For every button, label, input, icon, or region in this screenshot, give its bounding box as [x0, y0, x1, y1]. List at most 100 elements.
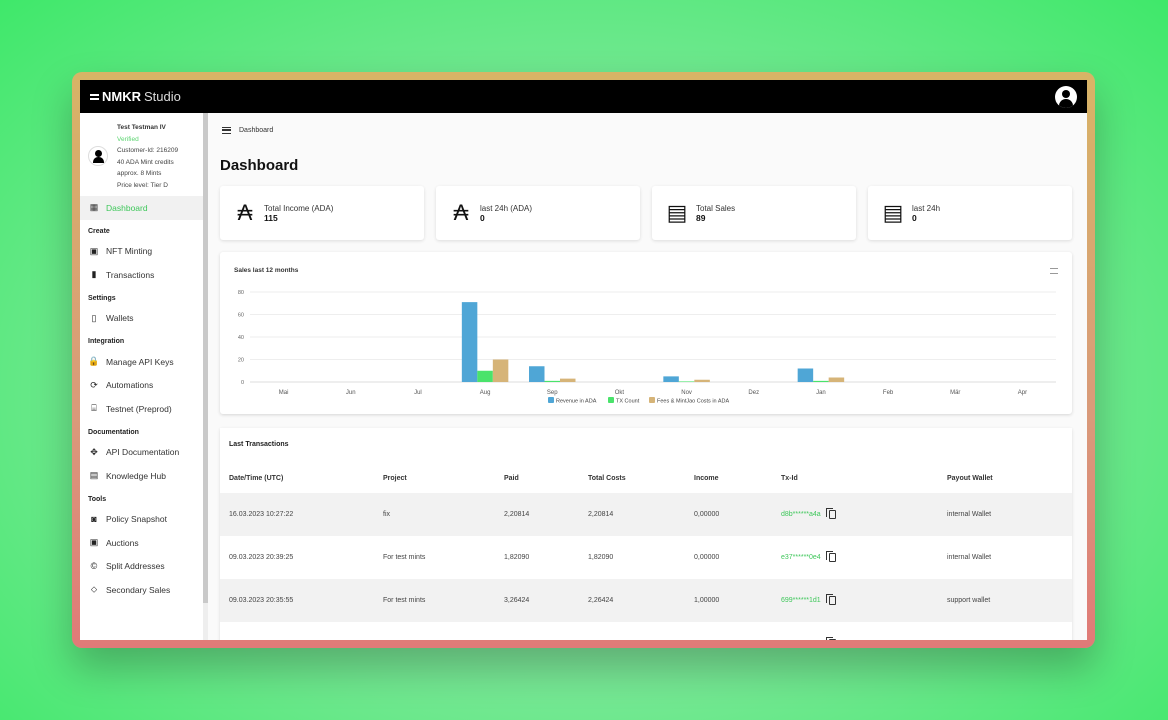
- breadcrumb: Dashboard: [220, 113, 1087, 147]
- stat-label: Total Income (ADA): [264, 203, 334, 213]
- sidebar-section-title: Tools: [88, 495, 107, 503]
- x-tick-label: Jan: [816, 390, 826, 396]
- bar-tx-count[interactable]: [477, 370, 493, 382]
- table-row[interactable]: 09.03.2023 20:35:55 For test mints 3,26424…: [220, 579, 1072, 622]
- x-tick-label: Apr: [1018, 390, 1027, 396]
- sidebar-item-secondary-sales[interactable]: ⬦ Secondary Sales: [90, 584, 171, 595]
- scrollbar-thumb[interactable]: [203, 113, 208, 603]
- auction-icon: ▣: [89, 537, 99, 548]
- chart-menu-icon[interactable]: [1050, 268, 1058, 274]
- table-cell: For test mints: [383, 554, 426, 561]
- user-avatar-button[interactable]: [1055, 85, 1077, 108]
- bar-revenue-in-ada[interactable]: [663, 376, 679, 382]
- y-tick-label: 20: [238, 358, 244, 364]
- legend-item[interactable]: Revenue in ADA: [548, 397, 597, 405]
- legend-item[interactable]: Fees & MintJao Costs in ADA: [649, 397, 729, 405]
- sidebar: Test Testman IV Verified Customer-Id: 21…: [80, 113, 203, 640]
- bar-revenue-in-ada[interactable]: [797, 368, 814, 383]
- stat-card: ₳ Total Income (ADA) 115: [220, 186, 424, 240]
- sidebar-item-api-documentation[interactable]: ✥ API Documentation: [90, 446, 180, 458]
- profile-panel: Test Testman IV Verified Customer-Id: 21…: [80, 113, 203, 196]
- svg-text:Revenue in ADA: Revenue in ADA: [556, 399, 597, 405]
- bar-revenue-in-ada[interactable]: [529, 366, 545, 382]
- sidebar-item-auctions[interactable]: ▣ Auctions: [89, 537, 139, 548]
- book-icon: ▤: [89, 470, 99, 481]
- table-cell: 09.03.2023 20:35:55: [229, 597, 294, 604]
- sidebar-item-testnet-preprod[interactable]: ⌸ Testnet (Preprod): [80, 397, 203, 421]
- column-header: Income: [694, 474, 719, 482]
- sidebar-item-policy-snapshot[interactable]: ◙ Policy Snapshot: [80, 508, 203, 532]
- chart-title: Sales last 12 months: [234, 267, 299, 274]
- table-row[interactable]: 16.03.2023 10:27:22 fix 2,20814 2,20814 0,00…: [220, 493, 1072, 536]
- ada-icon: ₳: [237, 200, 253, 225]
- sidebar-scrollbar[interactable]: [203, 113, 208, 640]
- menu-icon[interactable]: [222, 126, 231, 134]
- dashboard-icon: ▦: [89, 202, 99, 213]
- chart-plot: 0 20 40 60 80 Mai Jun Jul Aug Sep Okt Nov Dez Jan Feb M…: [238, 290, 1056, 405]
- sidebar-item-manage-api-keys[interactable]: 🔒 Manage API Keys: [88, 356, 174, 367]
- legend-swatch: [548, 397, 554, 403]
- stat-cards: ₳ Total Income (ADA) 115 ₳ last 24h (ADA) 0 ▤ T…: [220, 186, 1087, 240]
- sidebar-section-title: Integration: [88, 338, 125, 345]
- tx-id-cell: e37******0e4: [781, 551, 947, 562]
- stat-card: ▤ last 24h 0: [868, 186, 1072, 240]
- lock-icon: 🔒: [88, 356, 100, 367]
- table-cell: 1,82090: [504, 554, 530, 561]
- sales-chart: Sales last 12 months 0 20 40 60 80 Mai Jun Jul A…: [220, 252, 1072, 414]
- table-cell: 2,20814: [504, 511, 530, 518]
- sidebar-item-automations[interactable]: ⟳ Automations: [90, 379, 154, 391]
- bar-fees-mintjao-costs-in-ada[interactable]: [492, 359, 509, 383]
- table-cell: For test mints: [383, 597, 426, 604]
- stat-value: 115: [264, 212, 278, 223]
- copy-icon[interactable]: [825, 637, 836, 640]
- bar-fees-mintjao-costs-in-ada[interactable]: [828, 377, 845, 383]
- transactions-table: Date/Time (UTC) Project Paid Total Costs Inc…: [220, 463, 1072, 640]
- table-cell: support wallet: [947, 597, 991, 604]
- x-tick-label: Nov: [681, 390, 692, 396]
- sidebar-item-nft-minting[interactable]: ▣ NFT Minting: [89, 245, 153, 257]
- approx-mints: approx. 8 Mints: [117, 170, 162, 177]
- bar-fees-mintjao-costs-in-ada[interactable]: [560, 378, 576, 382]
- table-cell: 0,00000: [694, 554, 720, 561]
- stat-card: ₳ last 24h (ADA) 0: [436, 186, 640, 240]
- bar-tx-count[interactable]: [678, 381, 695, 382]
- table-cell: 1,00000: [694, 597, 720, 604]
- legend-item[interactable]: TX Count: [608, 397, 640, 405]
- table-header: Date/Time (UTC) Project Paid Total Costs Inc…: [220, 463, 1072, 493]
- bar-revenue-in-ada[interactable]: [461, 302, 478, 382]
- x-tick-label: Jul: [414, 390, 422, 396]
- api-icon: ✥: [90, 446, 98, 457]
- verified-badge: Verified: [117, 135, 139, 143]
- logo[interactable]: NMKR Studio: [90, 89, 181, 104]
- sidebar-item-transactions[interactable]: ▮ Transactions: [80, 263, 203, 287]
- sidebar-item-split-addresses[interactable]: © Split Addresses: [90, 561, 165, 572]
- sidebar-item-dashboard[interactable]: ▦ Dashboard: [80, 196, 203, 220]
- bar-tx-count[interactable]: [813, 380, 829, 382]
- tx-id-link[interactable]: d8b******a4a: [781, 511, 821, 518]
- cash-register-icon: ▤: [666, 200, 688, 225]
- sidebar-item-wallets[interactable]: ▯ Wallets: [80, 307, 203, 331]
- sidebar-section-title: Settings: [88, 294, 116, 302]
- copy-icon[interactable]: [825, 594, 836, 605]
- tx-id-link[interactable]: 699******1d1: [781, 597, 821, 604]
- stat-value: 0: [912, 212, 917, 223]
- bar-fees-mintjao-costs-in-ada[interactable]: [694, 379, 710, 382]
- table-row[interactable]: 09.03.2023 20:39:25 For test mints 1,82090…: [220, 536, 1072, 579]
- logo-mark-icon: [90, 93, 99, 100]
- cash-register-icon: ▤: [882, 200, 904, 225]
- profile-name: Test Testman IV: [117, 124, 166, 131]
- bar-tx-count[interactable]: [544, 380, 561, 382]
- x-tick-label: Aug: [480, 390, 491, 396]
- stat-value: 0: [480, 212, 485, 223]
- table-row[interactable]: 02.03.2023 12:20:32For test mints2,20833…: [220, 622, 1072, 640]
- table-cell: internal Wallet: [947, 554, 992, 561]
- tx-id-link[interactable]: e37******0e4: [781, 554, 821, 561]
- table-cell: 2,26424: [588, 597, 614, 604]
- sidebar-item-knowledge-hub[interactable]: ▤ Knowledge Hub: [89, 470, 167, 481]
- copy-icon[interactable]: [825, 551, 836, 562]
- stat-label: Total Sales: [696, 203, 736, 213]
- price-level: Price level: Tier D: [117, 181, 168, 189]
- x-tick-label: Okt: [615, 390, 625, 396]
- copy-icon[interactable]: [825, 508, 836, 519]
- transactions-panel: Last Transactions Date/Time (UTC) Project…: [220, 428, 1072, 640]
